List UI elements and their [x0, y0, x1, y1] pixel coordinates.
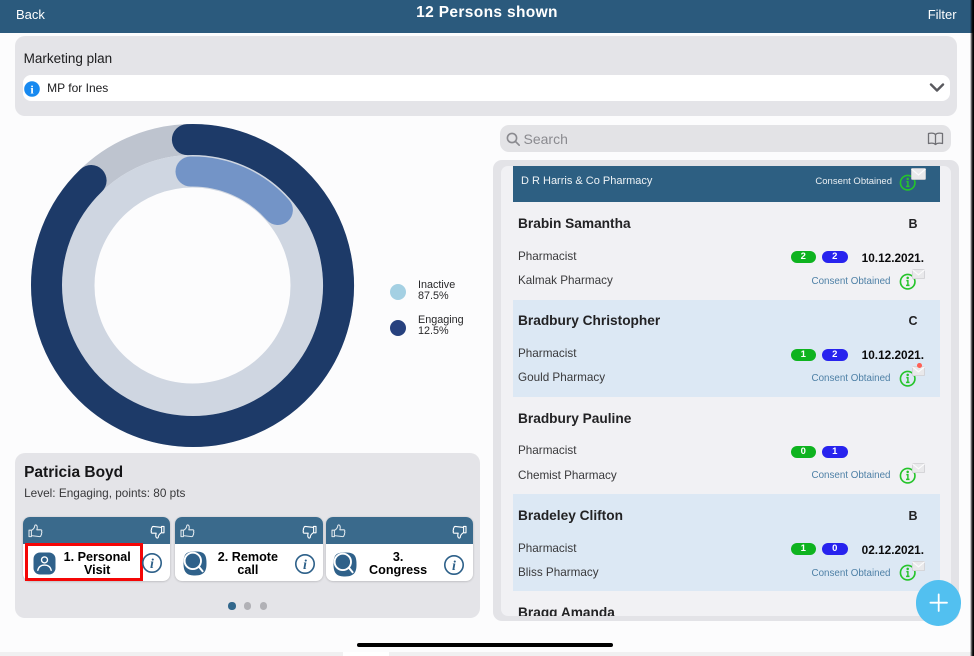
- svg-text:i: i: [303, 558, 307, 573]
- svg-text:i: i: [150, 557, 154, 572]
- svg-text:i: i: [30, 82, 34, 96]
- svg-text:i: i: [452, 559, 456, 574]
